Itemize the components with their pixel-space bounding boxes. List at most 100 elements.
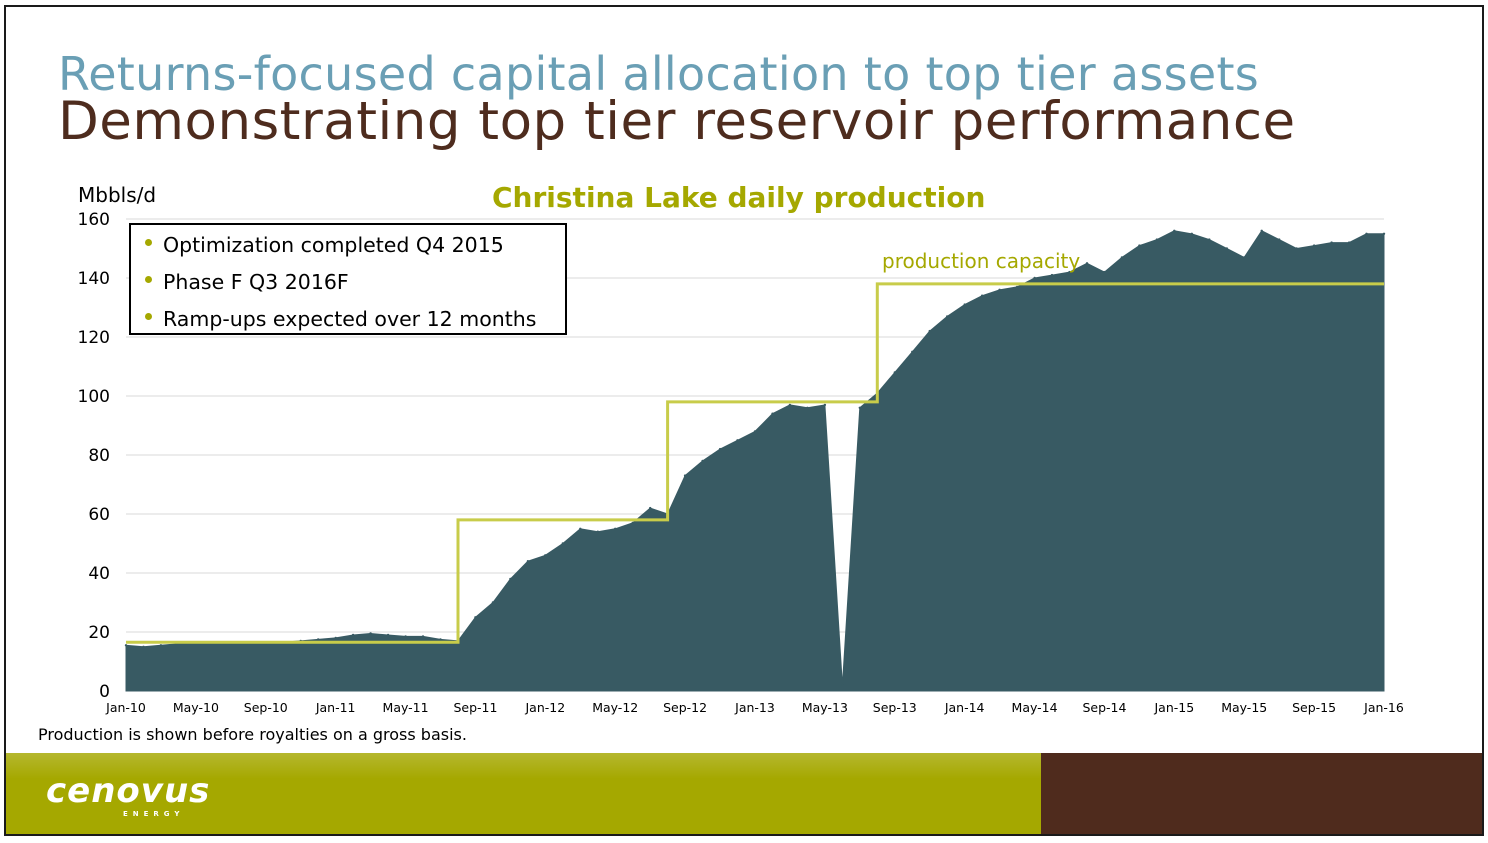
slide: Returns-focused capital allocation to to… <box>4 5 1484 836</box>
x-tick-label: May-11 <box>383 700 429 715</box>
data-point <box>788 403 792 407</box>
y-tick-label: 80 <box>88 446 110 466</box>
data-point <box>980 294 984 297</box>
data-point <box>631 521 634 525</box>
capacity-annotation: production capacity <box>882 249 1080 273</box>
data-point <box>1033 276 1036 280</box>
x-tick-label: May-15 <box>1221 700 1267 715</box>
data-point <box>526 560 530 563</box>
bullet-icon <box>145 276 152 283</box>
data-point <box>771 412 774 415</box>
data-point <box>718 447 722 451</box>
data-point <box>1103 270 1106 274</box>
production-area <box>125 230 1385 692</box>
bullet-icon <box>145 313 152 320</box>
data-point <box>1365 232 1368 235</box>
x-tick-label: May-13 <box>802 700 848 715</box>
data-point <box>753 430 757 433</box>
data-point <box>1190 232 1194 235</box>
chart-title: Christina Lake daily production <box>492 181 986 214</box>
data-point <box>1295 247 1298 250</box>
data-point <box>841 683 844 687</box>
data-point <box>124 644 128 647</box>
data-point <box>579 527 582 530</box>
x-tick-label: Jan-14 <box>944 700 985 715</box>
data-point <box>1138 244 1141 247</box>
capacity-line-layer <box>126 282 1384 644</box>
x-tick-label: Sep-15 <box>1292 700 1336 715</box>
data-point <box>946 315 949 318</box>
data-point <box>404 635 407 638</box>
legend-item-label: Ramp-ups expected over 12 months <box>163 307 537 331</box>
data-point <box>806 406 809 409</box>
y-tick-label: 40 <box>88 564 110 584</box>
company-logo-subtext: ENERGY <box>123 810 185 818</box>
data-point <box>491 601 495 604</box>
data-point <box>421 635 425 638</box>
x-tick-label: Jan-12 <box>524 700 565 715</box>
data-point <box>998 288 1001 291</box>
data-point <box>1050 273 1054 277</box>
data-point <box>509 577 512 581</box>
data-point <box>544 554 547 557</box>
x-tick-label: Jan-10 <box>105 700 146 715</box>
production-chart: 0 20 40 60 80 100 120 140 160 Jan-10 May-10 Sep-10… <box>78 210 1404 715</box>
data-point <box>351 633 355 637</box>
legend-item: Optimization completed Q4 2015 <box>145 233 504 257</box>
data-point <box>1120 256 1124 259</box>
data-point <box>823 403 827 407</box>
data-point <box>893 371 896 374</box>
chart-legend-box: Optimization completed Q4 2015 Phase F Q… <box>129 223 567 335</box>
legend-item: Phase F Q3 2016F <box>145 270 349 294</box>
x-tick-label: Sep-13 <box>873 700 917 715</box>
data-point <box>596 530 599 533</box>
data-point <box>614 527 617 530</box>
data-point <box>1260 229 1263 232</box>
data-point <box>1312 244 1316 247</box>
data-point <box>963 303 966 306</box>
legend-item-label: Optimization completed Q4 2015 <box>163 233 504 257</box>
data-point <box>911 350 914 353</box>
x-tick-label: May-10 <box>173 700 219 715</box>
data-point <box>386 633 390 637</box>
legend-item: Ramp-ups expected over 12 months <box>145 307 536 331</box>
data-point <box>1085 262 1089 265</box>
x-tick-label: Jan-13 <box>734 700 775 715</box>
y-tick-label: 20 <box>88 623 110 643</box>
x-tick-label: May-14 <box>1012 700 1058 715</box>
capacity-line <box>126 282 1384 644</box>
x-axis-ticks: Jan-10 May-10 Sep-10 Jan-11 May-11 Sep-11 Jan-… <box>105 700 1404 715</box>
data-point <box>736 439 739 442</box>
data-point <box>334 636 337 640</box>
data-point <box>1015 285 1019 289</box>
y-tick-label: 140 <box>78 269 110 289</box>
x-tick-label: Sep-12 <box>663 700 707 715</box>
x-tick-label: Sep-10 <box>244 700 288 715</box>
y-axis-unit-label: Mbbls/d <box>78 183 157 207</box>
data-point <box>649 506 652 510</box>
legend-item-label: Phase F Q3 2016F <box>163 270 349 294</box>
data-point <box>1382 232 1386 235</box>
y-tick-label: 0 <box>99 682 110 702</box>
x-tick-label: Jan-11 <box>315 700 356 715</box>
data-point <box>1347 241 1351 244</box>
x-tick-label: Sep-11 <box>453 700 497 715</box>
y-tick-label: 120 <box>78 328 110 348</box>
data-point <box>1068 270 1071 274</box>
y-tick-label: 60 <box>88 505 110 525</box>
data-point <box>1330 241 1333 244</box>
data-point <box>1278 238 1281 241</box>
data-point <box>928 329 931 333</box>
footnote: Production is shown before royalties on … <box>38 725 467 744</box>
slide-supertitle: Returns-focused capital allocation to to… <box>58 47 1260 101</box>
x-tick-label: May-12 <box>592 700 638 715</box>
data-point <box>439 638 442 641</box>
x-tick-label: Sep-14 <box>1082 700 1126 715</box>
data-point <box>701 459 704 463</box>
x-tick-label: Jan-15 <box>1153 700 1194 715</box>
data-point <box>369 632 372 635</box>
footer-band-brown <box>1041 753 1482 834</box>
data-point <box>858 406 861 409</box>
bullet-icon <box>145 239 152 246</box>
data-point <box>1155 238 1159 241</box>
